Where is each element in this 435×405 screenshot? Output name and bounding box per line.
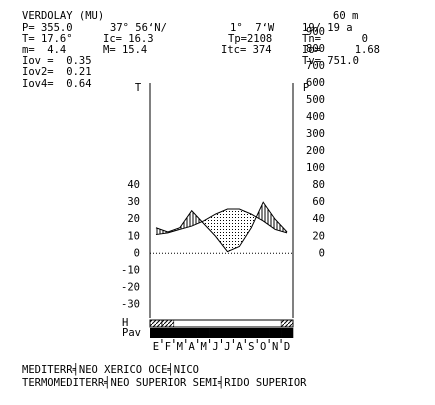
y2-tick-label: 80	[312, 179, 325, 191]
month-label: J	[212, 341, 218, 353]
y2-tick-label: 0	[319, 247, 325, 259]
y-tick-label: 20	[127, 213, 140, 225]
pav-cell	[185, 328, 198, 338]
y2-tick-label: 800	[306, 43, 325, 55]
month-label: F	[165, 341, 171, 353]
month-label: E	[153, 341, 159, 353]
header-item: Iov2= 0.21	[22, 66, 92, 78]
header-item: Io=	[302, 44, 321, 56]
station: VERDOLAY (MU)	[22, 10, 104, 22]
header-item: 19/ 19 a	[302, 22, 353, 34]
month-label: M	[200, 341, 206, 353]
month-label: A	[236, 341, 243, 353]
temperature-line	[155, 208, 288, 236]
y2-tick-label: 20	[312, 230, 325, 242]
header-item: 1° 7‘W	[230, 22, 275, 34]
frost-cell	[149, 319, 163, 328]
header-item: Tn=	[302, 33, 321, 45]
month-label: N	[272, 341, 278, 353]
y2-tick-label: 900	[306, 26, 325, 38]
header-item: 1.68	[355, 44, 380, 56]
y2-tick-label: 60	[312, 196, 325, 208]
y-tick-label: 10	[127, 230, 140, 242]
y-tick-label: 0	[134, 247, 140, 259]
y2-tick-label: 400	[306, 111, 325, 123]
y-tick-label: 40	[127, 179, 140, 191]
y-tick-label: -10	[121, 264, 140, 276]
pav-cell	[257, 328, 270, 338]
y-tick-label: -20	[121, 281, 140, 293]
header-item: M= 15.4	[103, 44, 147, 56]
pav-cell	[269, 328, 282, 338]
header-item: T= 17.6°	[22, 33, 73, 45]
header-item: 37° 56‘N/	[110, 22, 167, 34]
pav-cell	[233, 328, 246, 338]
frost-cell	[280, 319, 294, 328]
month-label: A	[189, 341, 196, 353]
t-axis-label: T	[135, 82, 142, 94]
footer-line: TERMOMEDITERR╡NEO SUPERIOR SEMI╡RIDO SUP…	[22, 376, 307, 389]
y2-tick-label: 600	[306, 77, 325, 89]
y2-tick-label: 300	[306, 128, 325, 140]
h-label: H	[122, 317, 128, 329]
precipitation-line	[155, 201, 288, 253]
footer-line: MEDITERR╡NEO XERICO OCE╡NICO	[22, 363, 199, 376]
pav-cell	[281, 328, 294, 338]
y2-tick-label: 200	[306, 145, 325, 157]
p-axis-label: P	[303, 82, 309, 94]
header-item: P= 355.0	[22, 22, 73, 34]
header-item: Tv= 751.0	[302, 55, 359, 67]
month-label: D	[284, 341, 290, 353]
header-item: m= 4.4	[22, 44, 66, 56]
month-label: J	[224, 341, 230, 353]
y-tick-label: -30	[121, 298, 140, 310]
pav-cell	[173, 328, 187, 338]
y-tick-label: 30	[127, 196, 140, 208]
pav-cell	[221, 328, 234, 338]
month-label: O	[260, 341, 266, 353]
header-item: Tp=2108	[228, 33, 272, 45]
y2-tick-label: 700	[306, 60, 325, 72]
pav-cell	[161, 328, 175, 338]
month-label: S	[248, 341, 254, 353]
header-item: Iov = 0.35	[22, 55, 92, 67]
pav-cell	[245, 328, 258, 338]
pav-cell	[150, 328, 163, 338]
header-item: 0	[362, 33, 368, 45]
header-item: Iov4= 0.64	[22, 78, 92, 90]
y2-tick-label: 100	[306, 162, 325, 174]
header-item: Ic= 16.3	[103, 33, 154, 45]
pav-cell	[209, 328, 222, 338]
altitude: 60 m	[333, 10, 358, 22]
frost-cell	[161, 319, 175, 328]
header-item: Itc= 374	[221, 44, 272, 56]
y2-tick-label: 500	[306, 94, 325, 106]
y2-tick-label: 40	[312, 213, 325, 225]
dry-area	[155, 209, 288, 252]
pav-cell	[197, 328, 210, 338]
pav-label: Pav	[122, 327, 141, 339]
month-label: M	[177, 341, 183, 353]
